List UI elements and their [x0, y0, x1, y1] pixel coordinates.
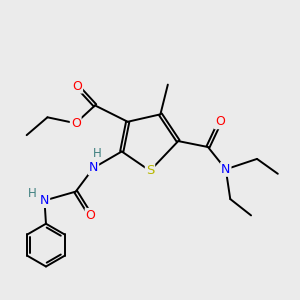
Text: O: O	[215, 115, 225, 128]
Text: S: S	[146, 164, 154, 177]
Text: H: H	[93, 147, 101, 160]
Text: N: N	[221, 163, 230, 176]
Text: O: O	[85, 209, 95, 222]
Text: H: H	[28, 188, 36, 200]
Text: O: O	[72, 80, 82, 93]
Text: N: N	[40, 194, 49, 207]
Text: O: O	[71, 117, 81, 130]
Text: N: N	[89, 161, 98, 174]
